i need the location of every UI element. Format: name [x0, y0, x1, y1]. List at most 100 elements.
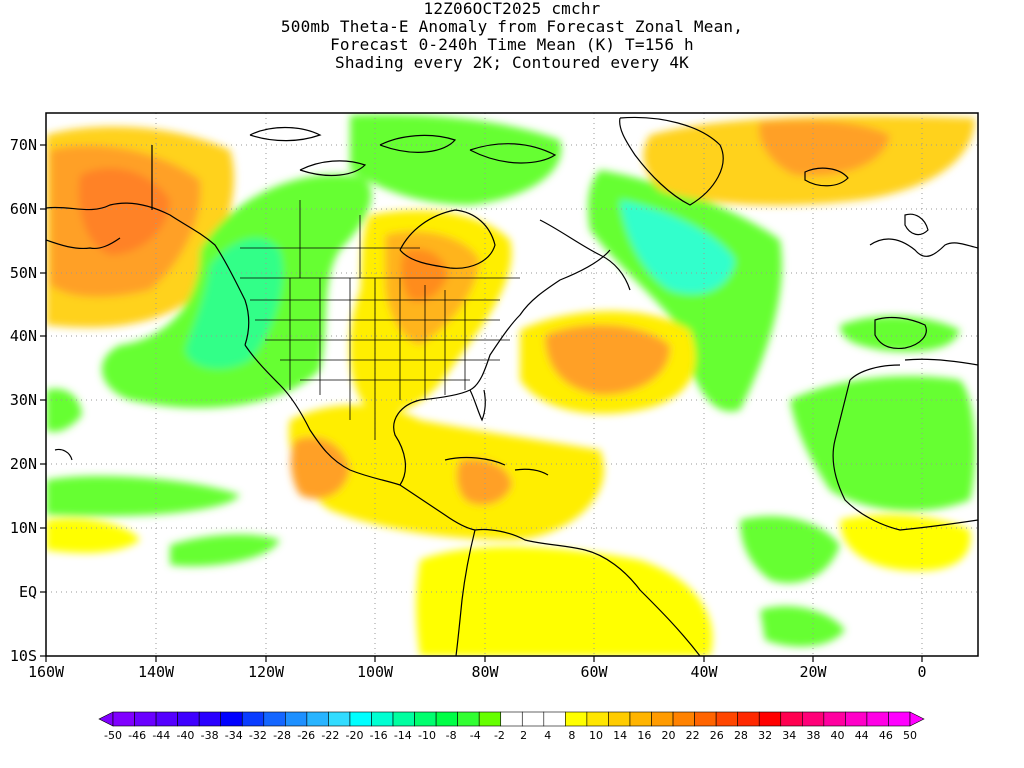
lat-label: 30N: [10, 391, 37, 409]
colorbar-label: -8: [446, 729, 457, 742]
colorbar-swatch: [263, 711, 286, 727]
shading-layer: [46, 113, 978, 656]
colorbar-swatch: [586, 711, 609, 727]
colorbar-label: -34: [225, 729, 243, 742]
cold-anomaly-north-atlantic-core: [620, 200, 735, 294]
colorbar-swatch: [306, 711, 329, 727]
lat-label: 50N: [10, 264, 37, 282]
colorbar-swatch: [543, 711, 566, 727]
colorbar-swatch: [758, 711, 782, 727]
warm-anomaly-mexico: [290, 436, 350, 499]
colorbar-swatch: [155, 711, 178, 727]
colorbar: -50 -46 -44 -40 -38 -34 -32 -28 -26 -22 -20 -16 -14-…: [98, 711, 925, 742]
colorbar-swatch: [392, 711, 415, 727]
colorbar-label: 40: [831, 729, 845, 742]
colorbar-label: -14: [394, 729, 412, 742]
colorbar-label: -32: [249, 729, 267, 742]
colorbar-swatch: [349, 711, 372, 727]
colorbar-swatch: [715, 711, 738, 727]
colorbar-label: 28: [734, 729, 748, 742]
title-line-2: 500mb Theta-E Anomaly from Forecast Zona…: [280, 17, 744, 36]
colorbar-swatch: [651, 711, 674, 727]
lat-label: 70N: [10, 136, 37, 154]
axis-ticks: [40, 144, 923, 662]
warm-anomaly-west-africa: [840, 514, 971, 571]
lat-label: EQ: [19, 583, 37, 601]
colorbar-label: 4: [544, 729, 551, 742]
colorbar-swatch: [521, 711, 545, 727]
colorbar-swatch: [801, 711, 825, 727]
colorbar-label: 10: [589, 729, 603, 742]
colorbar-swatch: [629, 711, 652, 727]
lat-labels: 70N 60N 50N 40N 30N 20N 10N EQ 10S: [10, 136, 37, 665]
colorbar-label: 46: [879, 729, 893, 742]
colorbar-label: 38: [806, 729, 820, 742]
colorbar-swatch: [500, 711, 523, 727]
warm-anomaly-central-us-peak: [400, 248, 448, 302]
colorbar-swatch: [134, 711, 157, 727]
lon-label: 120W: [248, 663, 285, 681]
colorbar-label: 14: [613, 729, 627, 742]
political-boundaries: [240, 200, 520, 440]
colorbar-label: -22: [321, 729, 339, 742]
colorbar-swatch: [457, 711, 480, 727]
colorbar-swatch: [845, 711, 868, 727]
colorbar-label: 26: [710, 729, 724, 742]
colorbar-label: -10: [418, 729, 436, 742]
colorbar-swatch: [285, 711, 308, 727]
colorbar-label: -46: [128, 729, 146, 742]
lon-label: 140W: [138, 663, 175, 681]
title-line-4: Shading every 2K; Contoured every 4K: [335, 53, 689, 72]
lon-labels: 160W 140W 120W 100W 80W 60W 40W 20W 0: [28, 663, 927, 681]
colorbar-swatch: [112, 711, 135, 727]
lon-label: 20W: [799, 663, 827, 681]
colorbar-arrow-left: [98, 711, 114, 727]
colorbar-label: 50: [903, 729, 917, 742]
colorbar-swatch: [737, 711, 760, 727]
lon-label: 60W: [580, 663, 608, 681]
colorbar-label: -26: [297, 729, 315, 742]
colorbar-label: -20: [346, 729, 364, 742]
colorbar-label: -38: [201, 729, 219, 742]
colorbar-swatch: [823, 711, 846, 727]
colorbar-label: -44: [152, 729, 170, 742]
colorbar-swatch: [435, 711, 458, 727]
colorbar-swatch: [608, 711, 631, 727]
cold-anomaly-south-atlantic: [740, 516, 840, 584]
colorbar-label: 34: [782, 729, 796, 742]
colorbar-swatch: [694, 711, 717, 727]
cold-anomaly-west-us-core: [185, 238, 284, 369]
colorbar-swatch: [672, 711, 695, 727]
colorbar-swatch: [888, 711, 911, 727]
title-line-1: 12Z06OCT2025 cmchr: [423, 0, 601, 18]
colorbar-label: 2: [520, 729, 527, 742]
cold-anomaly-tropical-pacific: [46, 475, 240, 517]
colorbar-swatch: [177, 711, 200, 727]
title-line-3: Forecast 0-240h Time Mean (K) T=156 h: [330, 35, 694, 54]
colorbar-label: -50: [104, 729, 122, 742]
colorbar-swatch: [414, 711, 437, 727]
colorbar-swatch: [780, 711, 803, 727]
colorbar-label: -4: [470, 729, 481, 742]
colorbar-arrow-right: [909, 711, 925, 727]
warm-anomaly-caribbean: [289, 405, 604, 540]
colorbar-swatch: [478, 711, 502, 727]
colorbar-swatch: [220, 711, 243, 727]
warm-anomaly-greenland-core: [759, 120, 890, 176]
colorbar-label: 32: [758, 729, 772, 742]
cold-anomaly-equatorial-atlantic: [760, 606, 845, 647]
lon-label: 160W: [28, 663, 65, 681]
colorbar-label: -28: [273, 729, 291, 742]
coastlines: [46, 116, 978, 656]
colorbar-label: -40: [176, 729, 194, 742]
plot-frame: [45, 112, 979, 657]
cold-anomaly-hawaii: [46, 388, 82, 432]
warm-anomaly-south-america: [416, 546, 713, 656]
graticule: [46, 113, 978, 656]
lat-label: 20N: [10, 455, 37, 473]
colorbar-swatch: [371, 711, 394, 727]
colorbar-label: -16: [370, 729, 388, 742]
warm-anomaly-atlantic-core: [545, 324, 671, 395]
title-block: 12Z06OCT2025 cmchr 500mb Theta-E Anomaly…: [0, 0, 1024, 72]
